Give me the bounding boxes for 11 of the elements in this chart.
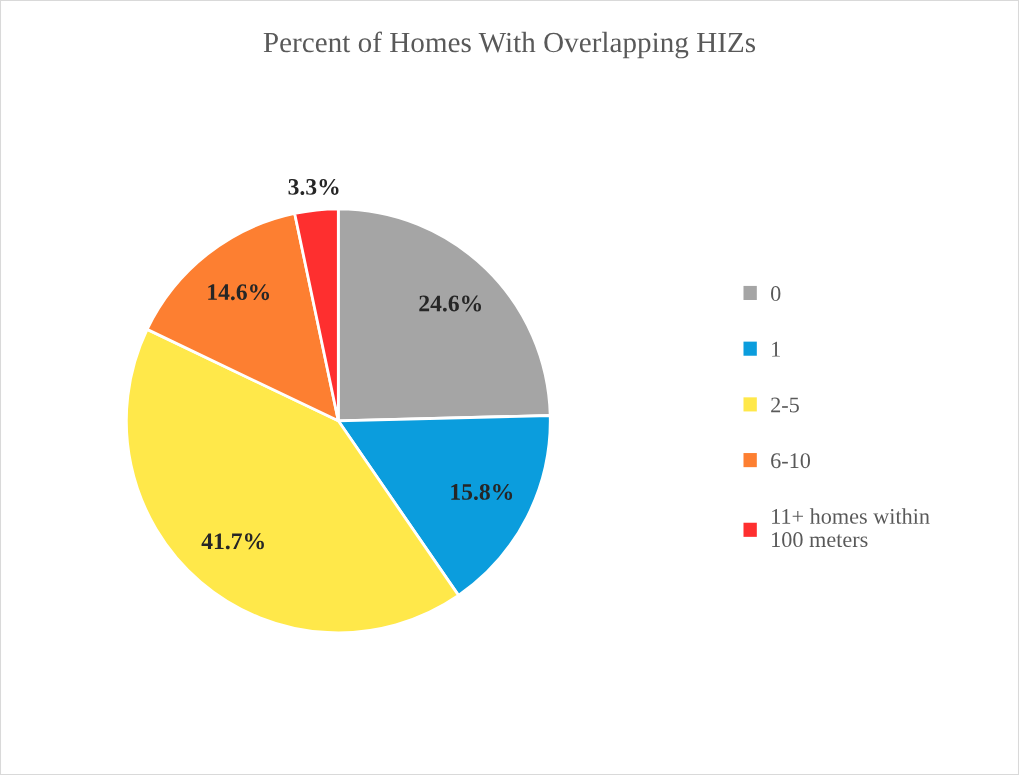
- data-label: 41.7%: [201, 533, 264, 550]
- legend-label: 11+ homes within 100 meters: [772, 508, 930, 548]
- data-label: 24.6%: [419, 295, 482, 312]
- legend-label: 6-10: [771, 453, 811, 469]
- chart-title: Percent of Homes With Overlapping HIZs: [263, 31, 756, 59]
- data-label: 15.8%: [451, 483, 513, 500]
- legend-label: 1: [772, 341, 780, 357]
- legend-label: 2-5: [771, 397, 799, 413]
- legend-label: 0: [771, 286, 781, 302]
- data-label: 14.6%: [208, 284, 270, 301]
- data-label: 3.3%: [288, 178, 339, 195]
